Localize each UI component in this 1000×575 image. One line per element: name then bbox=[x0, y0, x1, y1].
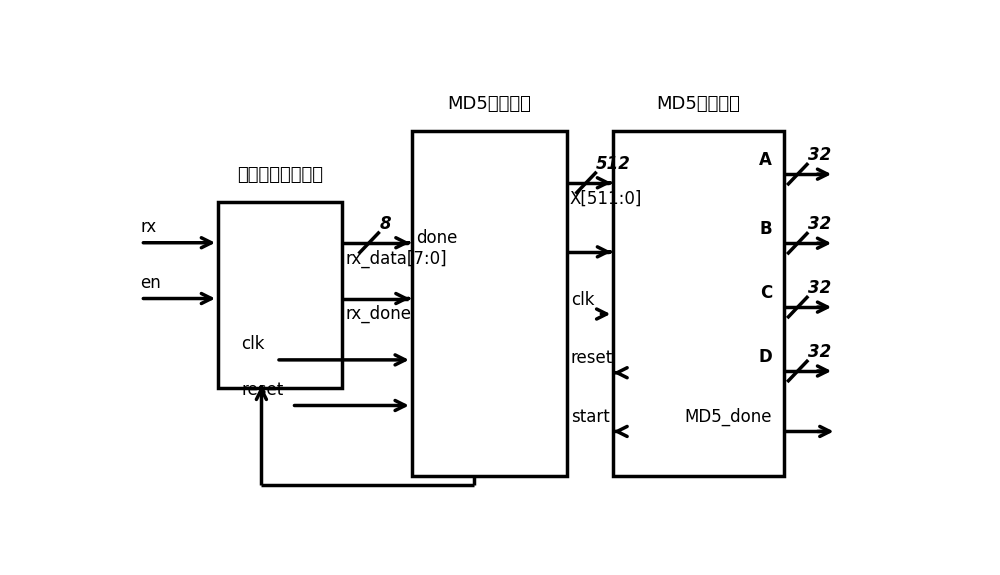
Text: start: start bbox=[571, 408, 609, 426]
Text: 32: 32 bbox=[808, 279, 831, 297]
Text: B: B bbox=[760, 220, 772, 238]
Text: C: C bbox=[760, 284, 772, 302]
Bar bbox=[412, 131, 567, 476]
Text: done: done bbox=[416, 229, 457, 247]
Text: rx_data[7:0]: rx_data[7:0] bbox=[346, 250, 448, 267]
Text: 32: 32 bbox=[808, 216, 831, 233]
Text: reset: reset bbox=[571, 350, 613, 367]
Text: rx_done: rx_done bbox=[346, 305, 412, 323]
Text: MD5_done: MD5_done bbox=[685, 408, 772, 426]
Text: MD5数据处理: MD5数据处理 bbox=[447, 95, 531, 113]
Text: en: en bbox=[140, 274, 161, 292]
Text: 32: 32 bbox=[808, 147, 831, 164]
Text: MD5加密运算: MD5加密运算 bbox=[657, 95, 740, 113]
Text: 8: 8 bbox=[379, 215, 391, 233]
Text: X[511:0]: X[511:0] bbox=[569, 189, 641, 208]
Text: 波特率自适应接收: 波特率自适应接收 bbox=[237, 166, 323, 184]
Text: 512: 512 bbox=[596, 155, 631, 173]
Text: clk: clk bbox=[241, 335, 265, 353]
Bar bbox=[218, 202, 342, 388]
Text: reset: reset bbox=[241, 381, 284, 399]
Text: clk: clk bbox=[571, 291, 594, 309]
Bar bbox=[613, 131, 784, 476]
Text: rx: rx bbox=[140, 218, 157, 236]
Text: 32: 32 bbox=[808, 343, 831, 361]
Text: D: D bbox=[758, 348, 772, 366]
Text: A: A bbox=[759, 151, 772, 169]
